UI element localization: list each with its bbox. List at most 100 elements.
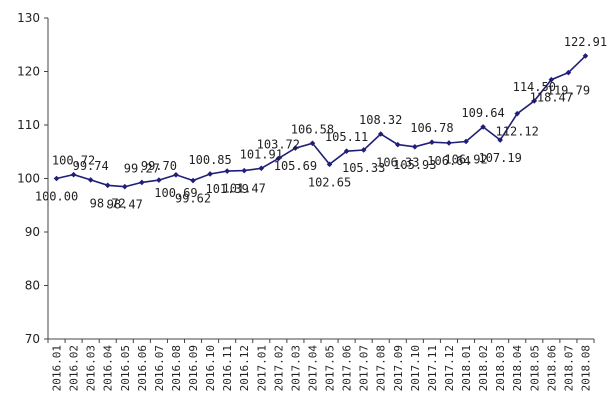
- x-tick-label: 2016.08: [170, 345, 183, 391]
- x-tick-label: 2018.04: [511, 345, 524, 392]
- data-label: 100.69: [154, 186, 197, 200]
- data-label: 105.93: [393, 158, 436, 172]
- x-tick-label: 2017.07: [358, 345, 371, 391]
- x-tick-label: 2017.01: [255, 345, 268, 391]
- data-point: [224, 168, 230, 174]
- data-point: [343, 148, 350, 154]
- data-point: [497, 137, 503, 143]
- data-label: 98.47: [107, 198, 143, 212]
- data-point: [190, 177, 196, 184]
- data-point: [121, 183, 128, 190]
- data-label: 108.32: [359, 113, 402, 127]
- y-tick-label: 130: [17, 11, 40, 25]
- y-tick-label: 70: [25, 332, 40, 346]
- x-tick-label: 2016.03: [85, 345, 98, 391]
- data-label: 102.65: [308, 175, 351, 189]
- x-tick-label: 2017.09: [392, 345, 405, 391]
- data-point: [87, 177, 94, 183]
- x-tick-label: 2017.10: [409, 345, 422, 391]
- x-tick-label: 2016.07: [153, 345, 166, 391]
- data-label: 107.19: [478, 151, 521, 165]
- data-label: 101.39: [205, 182, 248, 196]
- data-point: [326, 161, 333, 168]
- y-tick-label: 90: [25, 225, 40, 239]
- data-point: [258, 165, 265, 172]
- x-tick-label: 2018.05: [528, 345, 541, 391]
- data-label: 118.47: [530, 91, 573, 105]
- data-label: 99.62: [175, 192, 211, 206]
- data-point: [531, 98, 538, 104]
- data-label: 99.70: [141, 159, 177, 173]
- data-label: 100.72: [52, 154, 95, 168]
- x-tick-label: 2017.05: [324, 345, 337, 391]
- x-tick-label: 2016.10: [204, 345, 217, 391]
- data-point: [514, 110, 521, 117]
- data-point: [173, 172, 179, 178]
- x-tick-label: 2017.03: [289, 345, 302, 391]
- data-label: 106.78: [410, 121, 453, 135]
- x-tick-label: 2018.08: [579, 345, 592, 391]
- data-point: [412, 143, 418, 150]
- data-label: 98.72: [90, 196, 126, 210]
- y-tick-label: 120: [17, 65, 40, 79]
- y-axis-ticks: 70 80 90 100 110 120 130: [17, 11, 48, 346]
- data-label: 101.91: [240, 147, 283, 161]
- x-tick-label: 2016.02: [68, 345, 81, 391]
- data-label: 105.33: [342, 161, 385, 175]
- data-label: 105.69: [274, 159, 317, 173]
- x-tick-label: 2018.02: [477, 345, 490, 391]
- x-tick-label: 2018.07: [562, 345, 575, 391]
- data-label: 112.12: [496, 125, 539, 139]
- data-point: [53, 175, 60, 182]
- x-tick-label: 2017.11: [426, 345, 439, 391]
- data-point: [377, 131, 384, 137]
- x-tick-label: 2018.03: [494, 345, 507, 391]
- data-point: [241, 167, 248, 174]
- x-tick-label: 2017.04: [306, 345, 319, 392]
- data-point: [446, 140, 452, 146]
- data-label: 122.91: [564, 35, 607, 49]
- x-tick-label: 2018.01: [460, 345, 473, 391]
- data-label: 103.72: [257, 138, 300, 152]
- data-point: [480, 124, 486, 130]
- data-label: 109.64: [461, 106, 504, 120]
- x-tick-label: 2016.04: [102, 345, 115, 392]
- data-label: 100.85: [188, 153, 231, 167]
- data-point: [360, 147, 367, 153]
- data-label: 119.79: [547, 84, 590, 98]
- data-point: [548, 76, 555, 83]
- data-point: [207, 171, 213, 177]
- data-point: [565, 69, 572, 76]
- data-label: 105.11: [325, 130, 368, 144]
- data-point: [309, 140, 316, 147]
- data-point: [104, 182, 111, 189]
- data-point: [275, 155, 282, 162]
- y-tick-label: 80: [25, 279, 40, 293]
- data-point: [139, 179, 145, 186]
- x-tick-label: 2017.06: [341, 345, 354, 391]
- data-label: 106.33: [376, 156, 419, 170]
- data-points: [53, 53, 589, 190]
- data-label: 100.00: [35, 190, 78, 204]
- data-label: 114.50: [513, 80, 556, 94]
- x-tick-label: 2016.12: [238, 345, 251, 391]
- x-tick-label: 2017.08: [375, 345, 388, 391]
- y-tick-label: 100: [17, 172, 40, 186]
- x-tick-label: 2018.06: [545, 345, 558, 391]
- data-label: 106.64: [427, 154, 470, 168]
- data-label: 106.58: [291, 122, 334, 136]
- data-label: 101.47: [223, 182, 266, 196]
- data-point: [582, 53, 589, 59]
- data-point: [463, 138, 469, 145]
- x-tick-label: 2016.05: [119, 345, 132, 391]
- x-tick-label: 2017.12: [443, 345, 456, 391]
- data-label: 99.74: [73, 159, 109, 173]
- data-point: [156, 177, 162, 183]
- data-point: [292, 145, 299, 151]
- y-tick-label: 110: [17, 118, 40, 132]
- x-tick-label: 2016.09: [187, 345, 200, 391]
- x-axis-ticks: 2016.01 2016.02 2016.03 2016.04 2016.05 2016.…: [47, 339, 595, 392]
- x-tick-label: 2016.06: [136, 345, 149, 391]
